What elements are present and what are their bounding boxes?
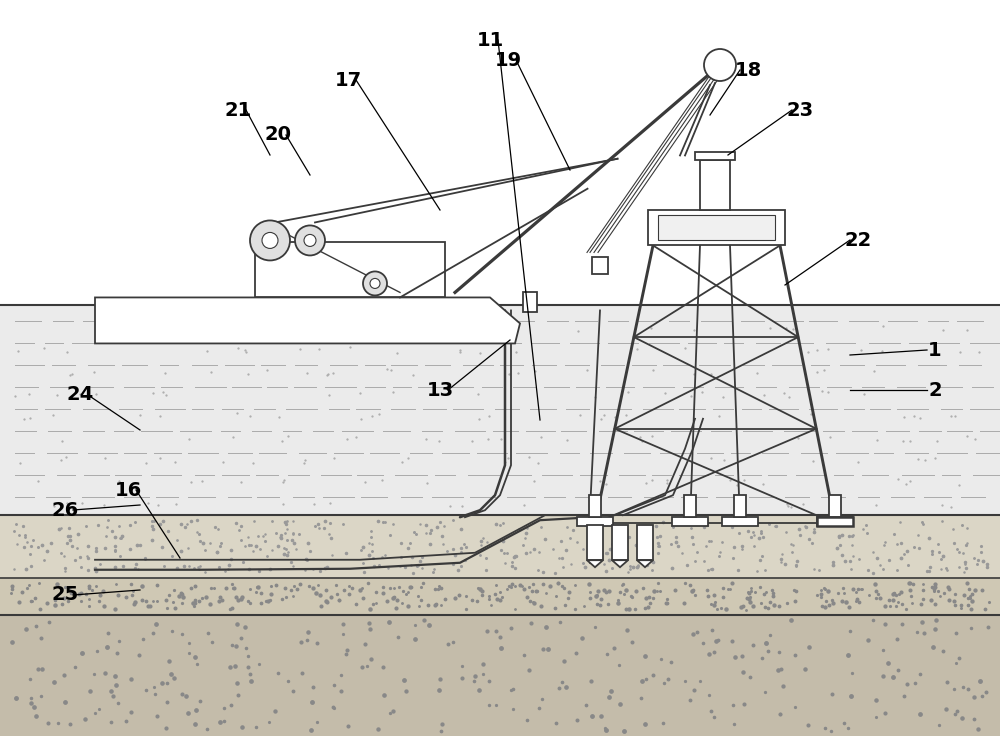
Circle shape [250,221,290,261]
Polygon shape [700,160,730,210]
Text: 23: 23 [786,101,814,119]
Polygon shape [0,515,1000,578]
Polygon shape [0,615,1000,736]
Text: 24: 24 [66,386,94,405]
Text: 20: 20 [264,126,292,144]
Polygon shape [684,495,696,517]
Polygon shape [0,0,1000,305]
Circle shape [295,225,325,255]
Text: 25: 25 [51,586,79,604]
Polygon shape [695,152,735,160]
Text: 11: 11 [476,30,504,49]
Polygon shape [637,560,653,567]
Text: 1: 1 [928,341,942,359]
Polygon shape [592,258,608,275]
Polygon shape [0,578,1000,615]
Text: 13: 13 [426,381,454,400]
Polygon shape [612,560,628,567]
Circle shape [363,272,387,295]
Text: 16: 16 [114,481,142,500]
Polygon shape [734,495,746,517]
Polygon shape [612,526,628,560]
Text: 21: 21 [224,101,252,119]
Polygon shape [0,305,1000,515]
Polygon shape [817,517,853,526]
Circle shape [304,235,316,247]
Polygon shape [95,297,520,344]
Text: 18: 18 [734,60,762,79]
Polygon shape [589,495,601,517]
Polygon shape [672,517,708,526]
Circle shape [262,233,278,249]
Text: 26: 26 [51,500,79,520]
Polygon shape [587,560,603,567]
Polygon shape [817,517,853,526]
Polygon shape [523,292,537,313]
Polygon shape [722,517,758,526]
Polygon shape [637,526,653,560]
Polygon shape [829,495,841,517]
Text: 17: 17 [334,71,362,90]
Polygon shape [577,517,613,526]
Circle shape [704,49,736,81]
Polygon shape [658,216,775,241]
Circle shape [370,278,380,289]
Text: 19: 19 [494,51,522,69]
Text: 22: 22 [844,230,872,250]
Polygon shape [587,526,603,560]
Text: 2: 2 [928,381,942,400]
Polygon shape [648,210,785,245]
Polygon shape [255,242,445,297]
